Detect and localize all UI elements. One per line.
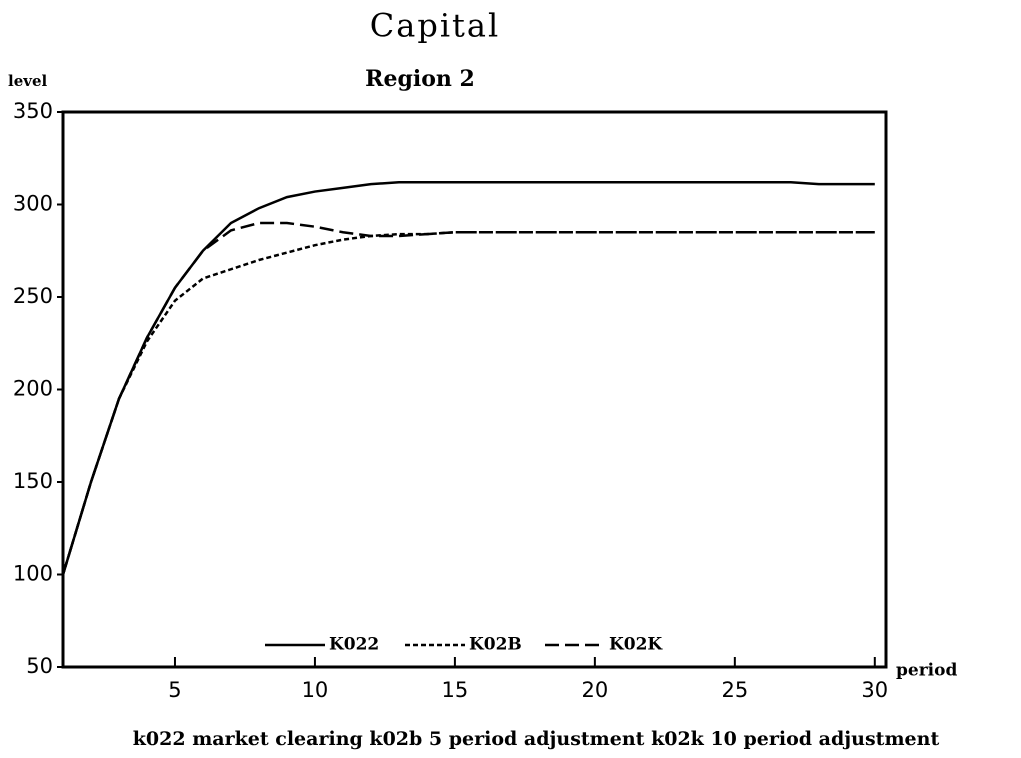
y-tick-label: 50 [26,654,53,678]
y-axis-label: level [8,72,48,90]
y-tick-label: 150 [13,469,53,493]
y-tick-label: 350 [13,99,53,123]
y-tick-label: 300 [13,192,53,216]
x-tick-label: 5 [168,678,181,702]
x-tick-label: 10 [302,678,329,702]
y-tick-label: 100 [13,562,53,586]
x-tick-label: 20 [582,678,609,702]
y-tick-label: 200 [13,377,53,401]
series-line [61,181,875,575]
x-tick-label: 30 [861,678,888,702]
series-line [61,231,875,575]
chart-title: Capital [370,7,500,45]
legend-label: K02B [469,635,522,655]
x-tick-label: 15 [442,678,469,702]
caption: k022 market clearing k02b 5 period adjus… [133,728,940,750]
plot-frame [61,110,888,669]
y-tick-label: 250 [13,284,53,308]
x-tick-label: 25 [721,678,748,702]
legend-label: K022 [329,635,379,655]
series-line [61,221,875,575]
x-axis-label: period [896,661,957,681]
chart-subtitle: Region 2 [365,66,475,92]
legend-label: K02K [609,635,663,655]
